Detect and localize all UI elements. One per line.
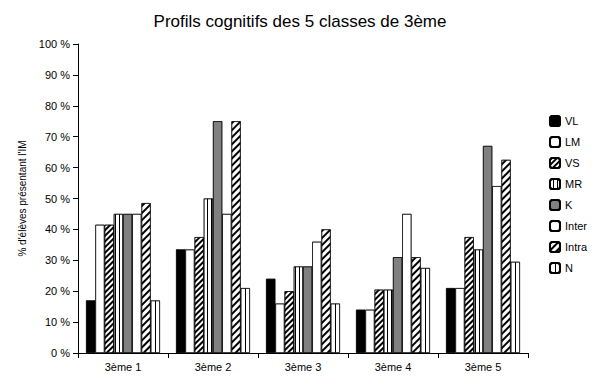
svg-text:3ème 3: 3ème 3 (285, 361, 322, 373)
svg-text:VL: VL (565, 115, 578, 127)
svg-text:90 %: 90 % (45, 69, 70, 81)
svg-text:VS: VS (565, 157, 580, 169)
svg-text:K: K (565, 199, 573, 211)
svg-text:N: N (565, 262, 573, 274)
svg-text:60 %: 60 % (45, 162, 70, 174)
svg-text:3ème 5: 3ème 5 (465, 361, 502, 373)
svg-text:3ème 1: 3ème 1 (105, 361, 142, 373)
svg-text:20 %: 20 % (45, 285, 70, 297)
svg-text:40 %: 40 % (45, 223, 70, 235)
svg-text:Inter: Inter (565, 220, 587, 232)
svg-text:Intra: Intra (565, 241, 588, 253)
svg-text:3ème 4: 3ème 4 (375, 361, 412, 373)
svg-text:70 %: 70 % (45, 131, 70, 143)
svg-text:100 %: 100 % (39, 38, 70, 50)
svg-text:3ème 2: 3ème 2 (195, 361, 232, 373)
svg-text:LM: LM (565, 136, 580, 148)
svg-text:50 %: 50 % (45, 193, 70, 205)
svg-text:MR: MR (565, 178, 582, 190)
svg-text:10 %: 10 % (45, 316, 70, 328)
svg-text:0 %: 0 % (51, 347, 70, 359)
svg-text:80 %: 80 % (45, 100, 70, 112)
svg-text:Profils cognitifs des 5 classe: Profils cognitifs des 5 classes de 3ème (154, 12, 447, 31)
svg-text:30 %: 30 % (45, 254, 70, 266)
svg-text:% d'élèves présentant l'IM: % d'élèves présentant l'IM (17, 140, 28, 256)
